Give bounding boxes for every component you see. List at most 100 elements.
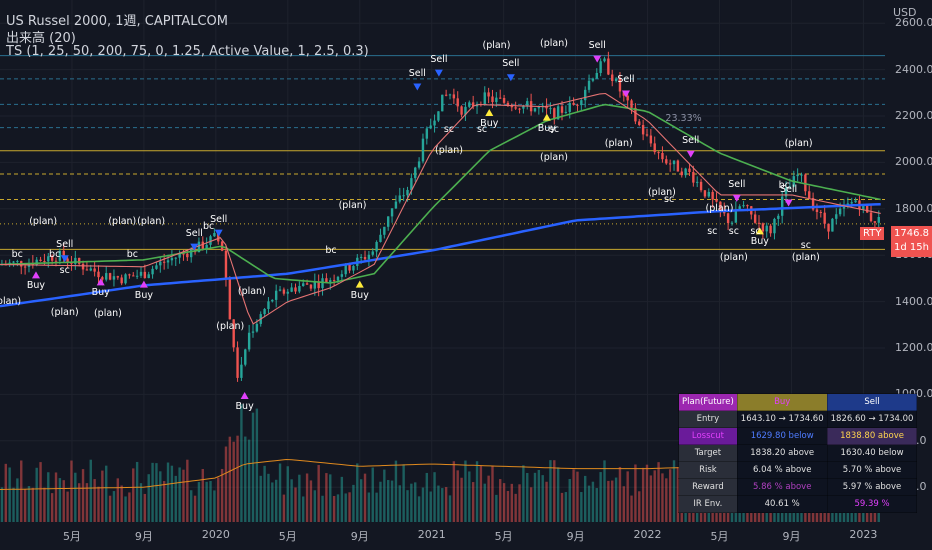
candle-body [302,283,305,287]
candle-body [719,201,722,210]
candle-body [147,274,150,279]
candle-body [363,256,367,260]
volume-bar [510,483,514,522]
volume-bar [74,472,77,522]
volume-bar [649,475,653,522]
volume-bar [630,495,633,522]
candle-body [85,269,89,271]
candle-body [205,244,208,249]
plan-cell: 5.70 % above [826,461,918,479]
candle-body [267,301,270,309]
plan-row-label: Entry [678,410,738,428]
volume-bar [81,469,85,522]
volume-bar [529,487,533,522]
buy-marker [755,227,764,235]
candle-body [417,161,421,168]
volume-bar [170,465,174,522]
volume-bar [475,461,479,522]
candle-body [746,205,749,207]
plan-label: (plan) [29,215,58,227]
buy-label: Buy [350,289,369,301]
plan-row-label: IR Env. [678,495,738,513]
volume-bar [479,465,483,522]
candle-body [634,107,637,122]
volume-bar [263,465,266,522]
candle-body [865,205,869,213]
signal-markers [31,55,793,400]
candle-body [340,274,344,277]
volume-bar [448,495,452,522]
sc-label: sc [800,239,811,251]
volume-bar [186,459,189,522]
plan-label: (plan) [784,137,813,149]
candle-body [726,213,730,223]
volume-bar [43,487,46,522]
candle-body [626,95,629,101]
plan-label: (plan) [237,286,266,298]
volume-bar [359,479,363,522]
volume-bar [298,474,301,522]
candle-body [765,225,768,232]
ts-indicator-label[interactable]: TS (1, 25, 50, 200, 75, 0, 1.25, Active … [6,44,369,59]
volume-bar [595,488,598,522]
buy-label: Buy [480,118,499,129]
volume-bar [58,478,62,522]
volume-bar [70,460,73,522]
buy-label: Buy [91,287,110,299]
y-tick-label: 1800.0 [895,201,932,215]
x-tick-label: 2020 [201,528,230,541]
candle-body [483,92,486,105]
candle-body [263,308,266,315]
candle-body [780,196,784,216]
candle-body [873,221,877,223]
sell-label: Sell [617,74,635,86]
candle-body [209,236,212,245]
volume-bar [394,460,398,522]
plan-header-sell: Sell [826,393,918,411]
plan-row-label: Reward [678,478,738,496]
candle-body [244,349,247,365]
candle-body [815,209,819,212]
candle-body [742,205,745,207]
candle-body [101,277,104,280]
candle-body [827,223,830,232]
volume-bar [4,463,7,522]
candle-body [313,281,317,289]
bc-label: bc [126,249,139,261]
candle-body [549,108,552,110]
candle-body [672,160,676,165]
candle-body [298,286,301,292]
plan-label: (plan) [108,215,137,227]
candle-body [464,106,467,115]
volume-indicator-label[interactable]: 出来高 (20) [6,31,76,46]
volume-bar [182,469,185,522]
volume-bar [101,470,104,522]
volume-bar [201,469,204,522]
candle-body [788,186,792,188]
plan-label: (plan) [0,295,22,307]
candle-body [471,102,475,107]
candle-body [487,92,490,97]
volume-bar [576,471,579,522]
candle-body [406,189,409,196]
volume-bar [618,466,622,522]
volume-bar [603,460,606,522]
buy-marker [542,113,551,121]
candle-body [649,135,653,144]
candle-body [66,258,69,263]
candle-body [715,199,718,202]
candle-body [688,168,691,173]
volume-bar [406,490,409,522]
volume-bar [166,462,170,522]
candle-body [232,319,235,348]
y-tick-label: 2600.0 [895,16,932,30]
candle-body [441,94,444,112]
candle-body [433,120,436,126]
volume-bar [105,465,108,522]
volume-bar [487,475,490,522]
candle-body [43,261,46,263]
candle-body [105,273,108,280]
candle-body [70,262,73,264]
volume-bar [414,482,417,522]
candle-body [553,108,556,120]
